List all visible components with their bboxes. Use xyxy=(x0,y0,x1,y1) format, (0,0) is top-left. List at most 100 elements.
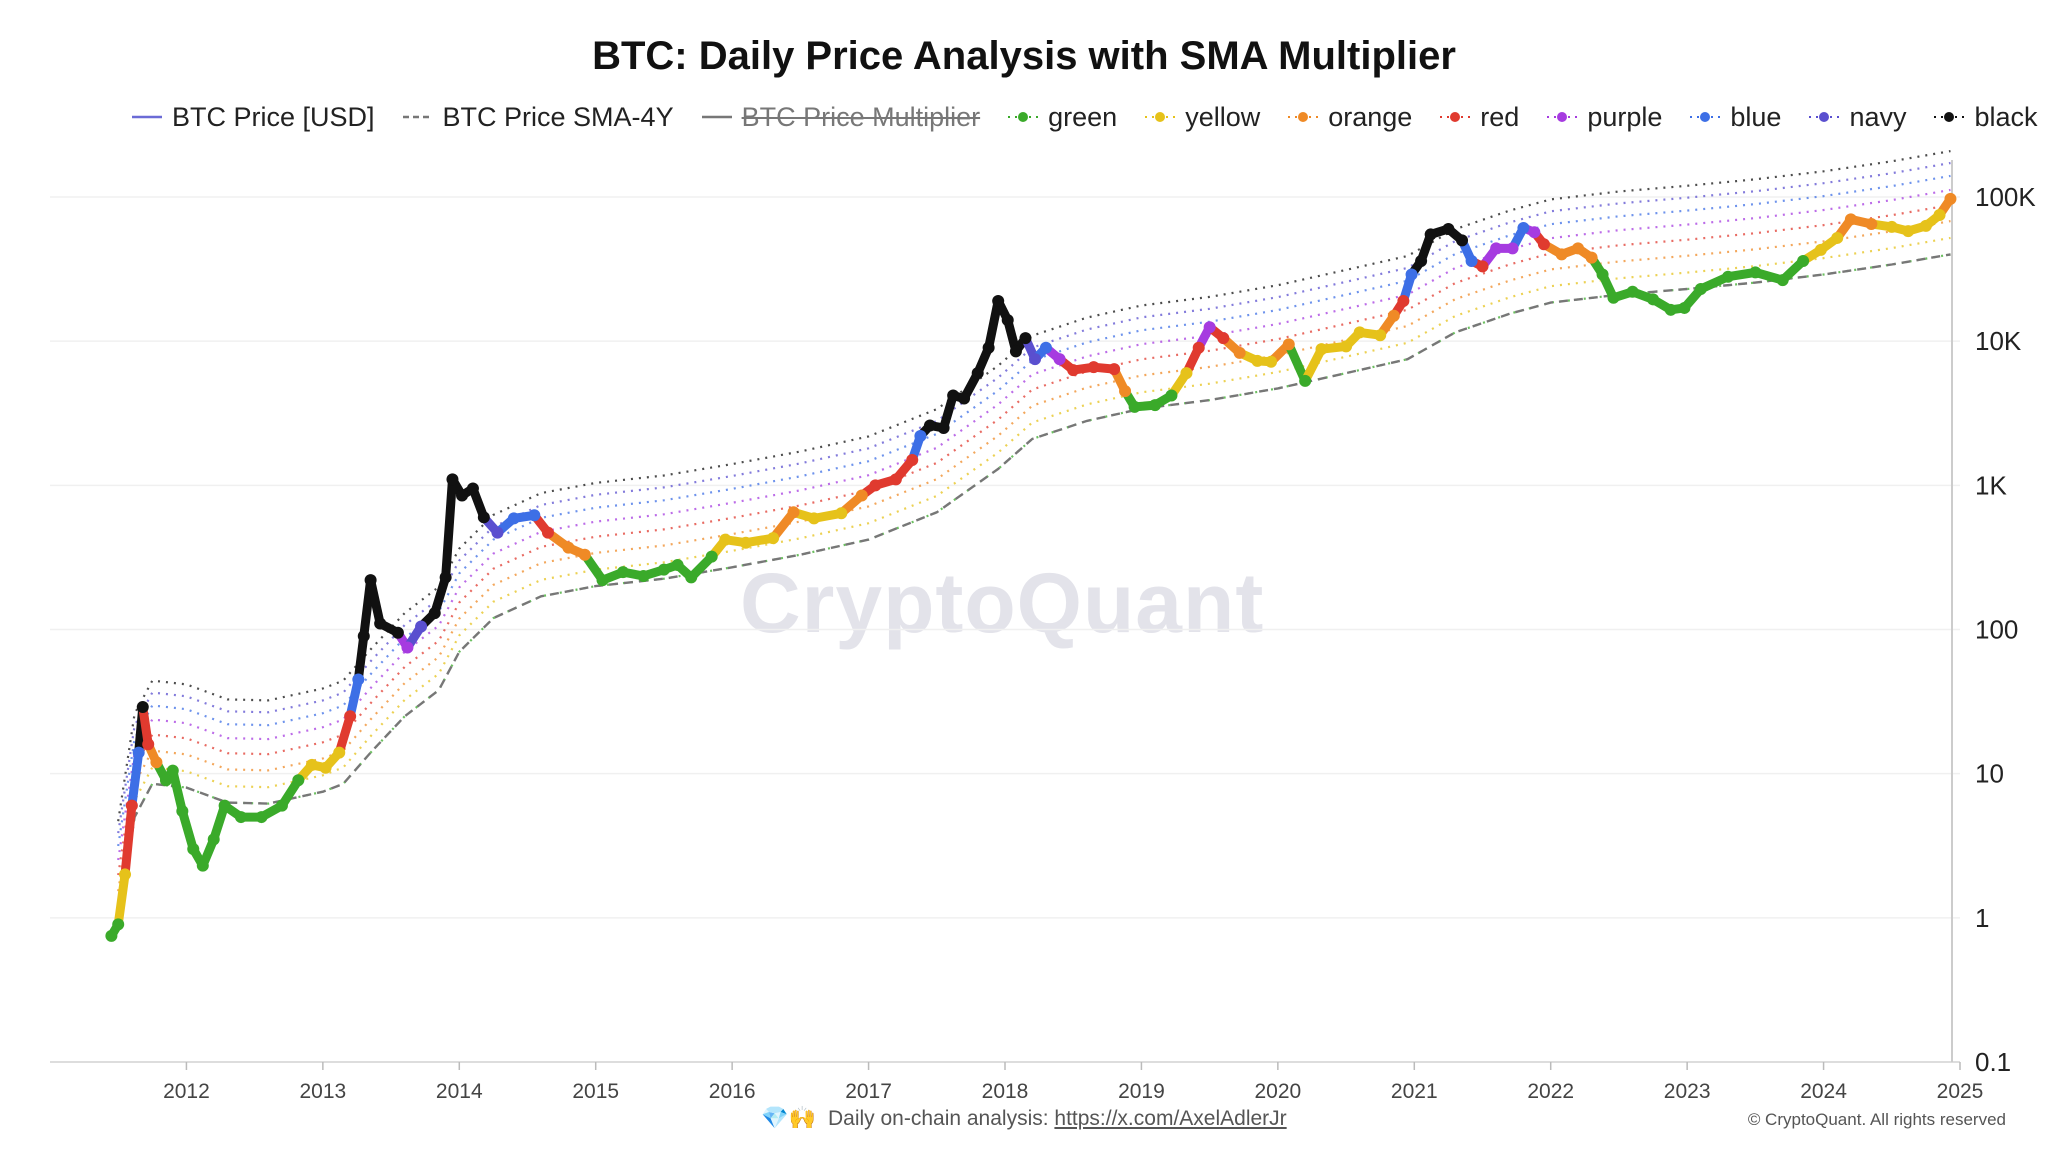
x-tick-label: 2015 xyxy=(572,1080,619,1103)
x-tick-label: 2023 xyxy=(1664,1080,1711,1103)
price-point xyxy=(719,533,732,546)
y-tick-label: 1K xyxy=(1975,470,2007,500)
price-point xyxy=(1678,301,1691,314)
price-point xyxy=(1192,341,1205,354)
price-point xyxy=(1203,321,1216,334)
price-segment xyxy=(366,575,385,629)
x-tick-label: 2022 xyxy=(1527,1080,1574,1103)
price-point xyxy=(906,453,919,466)
price-point xyxy=(1902,225,1915,238)
price-point xyxy=(1067,364,1080,377)
price-point xyxy=(1340,340,1353,353)
price-point xyxy=(739,536,752,549)
price-point xyxy=(207,833,220,846)
price-point xyxy=(428,607,441,620)
legend-item-btc-price-sma-4y[interactable]: BTC Price SMA-4Y xyxy=(401,102,674,133)
legend-item-navy[interactable]: navy xyxy=(1807,102,1906,133)
price-point xyxy=(528,509,541,522)
price-point xyxy=(333,746,346,759)
price-point xyxy=(1490,242,1503,255)
price-point xyxy=(1128,400,1141,413)
legend-item-btc-price-multiplier[interactable]: BTC Price Multiplier xyxy=(700,102,980,133)
price-point xyxy=(235,811,247,824)
legend-item-purple[interactable]: purple xyxy=(1545,102,1662,133)
price-point xyxy=(1722,270,1735,283)
footer: 💎🙌 Daily on-chain analysis: https://x.co… xyxy=(0,1105,2048,1131)
price-point xyxy=(1019,332,1032,345)
price-point xyxy=(1572,242,1584,255)
price-point xyxy=(319,761,332,774)
price-point xyxy=(685,571,698,584)
price-point xyxy=(132,746,145,759)
price-segment xyxy=(168,766,187,816)
x-tick-label: 2018 xyxy=(982,1080,1029,1103)
price-point xyxy=(923,419,936,432)
price-point xyxy=(352,673,365,686)
legend-item-black[interactable]: black xyxy=(1932,102,2038,133)
multiplier-band-orange xyxy=(117,220,1951,892)
price-point xyxy=(1664,303,1677,316)
multiplier-band-navy xyxy=(117,161,1951,834)
price-point xyxy=(439,571,452,584)
price-segment xyxy=(345,674,363,721)
price-point xyxy=(958,392,971,405)
price-point xyxy=(1282,338,1295,351)
legend-swatch-icon xyxy=(1440,112,1471,122)
price-point xyxy=(1506,242,1519,255)
price-point xyxy=(578,548,591,561)
price-segment xyxy=(113,869,130,929)
legend-marker xyxy=(1018,112,1029,122)
legend-item-blue[interactable]: blue xyxy=(1688,102,1781,133)
price-point xyxy=(1919,219,1932,232)
price-segment xyxy=(138,702,153,749)
price-point xyxy=(562,541,575,554)
x-tick-label: 2013 xyxy=(299,1080,346,1103)
price-point xyxy=(364,574,377,587)
legend-item-orange[interactable]: orange xyxy=(1286,102,1412,133)
sma-4y-line xyxy=(117,253,1951,925)
legend-item-yellow[interactable]: yellow xyxy=(1143,102,1260,133)
multiplier-band-purple xyxy=(117,188,1951,861)
price-point xyxy=(446,473,459,486)
price-point xyxy=(255,811,268,824)
price-point xyxy=(1596,268,1609,281)
footer-link[interactable]: https://x.com/AxelAdlerJr xyxy=(1054,1107,1287,1130)
price-point xyxy=(971,367,984,380)
legend-item-btc-price-usd[interactable]: BTC Price [USD] xyxy=(130,102,375,133)
legend-swatch-icon xyxy=(402,115,433,119)
price-point xyxy=(1528,226,1541,239)
x-tick-label: 2012 xyxy=(163,1080,210,1103)
price-point xyxy=(855,489,868,502)
legend-label: red xyxy=(1480,101,1520,132)
legend-swatch-icon xyxy=(1690,112,1721,122)
price-point xyxy=(1180,367,1193,380)
price-segment xyxy=(334,711,355,758)
price-point xyxy=(982,341,995,354)
price-point xyxy=(1251,354,1264,367)
price-point xyxy=(305,758,318,771)
legend-label: green xyxy=(1048,101,1118,132)
multiplier-band-black xyxy=(117,150,1951,822)
price-point xyxy=(1353,326,1366,339)
x-tick-label: 2021 xyxy=(1391,1080,1438,1103)
price-point xyxy=(374,617,387,630)
price-point xyxy=(1442,222,1455,235)
price-point xyxy=(1087,361,1100,374)
price-point xyxy=(808,512,820,525)
legend-item-green[interactable]: green xyxy=(1006,102,1117,133)
legend-item-red[interactable]: red xyxy=(1438,102,1519,133)
copyright: © CryptoQuant. All rights reserved xyxy=(1747,1110,2006,1129)
price-point xyxy=(125,799,138,812)
price-point xyxy=(176,805,189,818)
legend-swatch-icon xyxy=(701,115,732,119)
legend-label: orange xyxy=(1328,101,1413,132)
y-tick-label: 0.1 xyxy=(1975,1047,2011,1077)
legend-label: navy xyxy=(1849,101,1907,132)
legend-marker xyxy=(1450,112,1461,122)
x-tick-label: 2014 xyxy=(436,1080,483,1103)
price-point xyxy=(1217,332,1230,345)
price-point xyxy=(1626,285,1639,298)
legend-marker xyxy=(1819,112,1830,122)
y-tick-label: 100K xyxy=(1975,182,2036,212)
